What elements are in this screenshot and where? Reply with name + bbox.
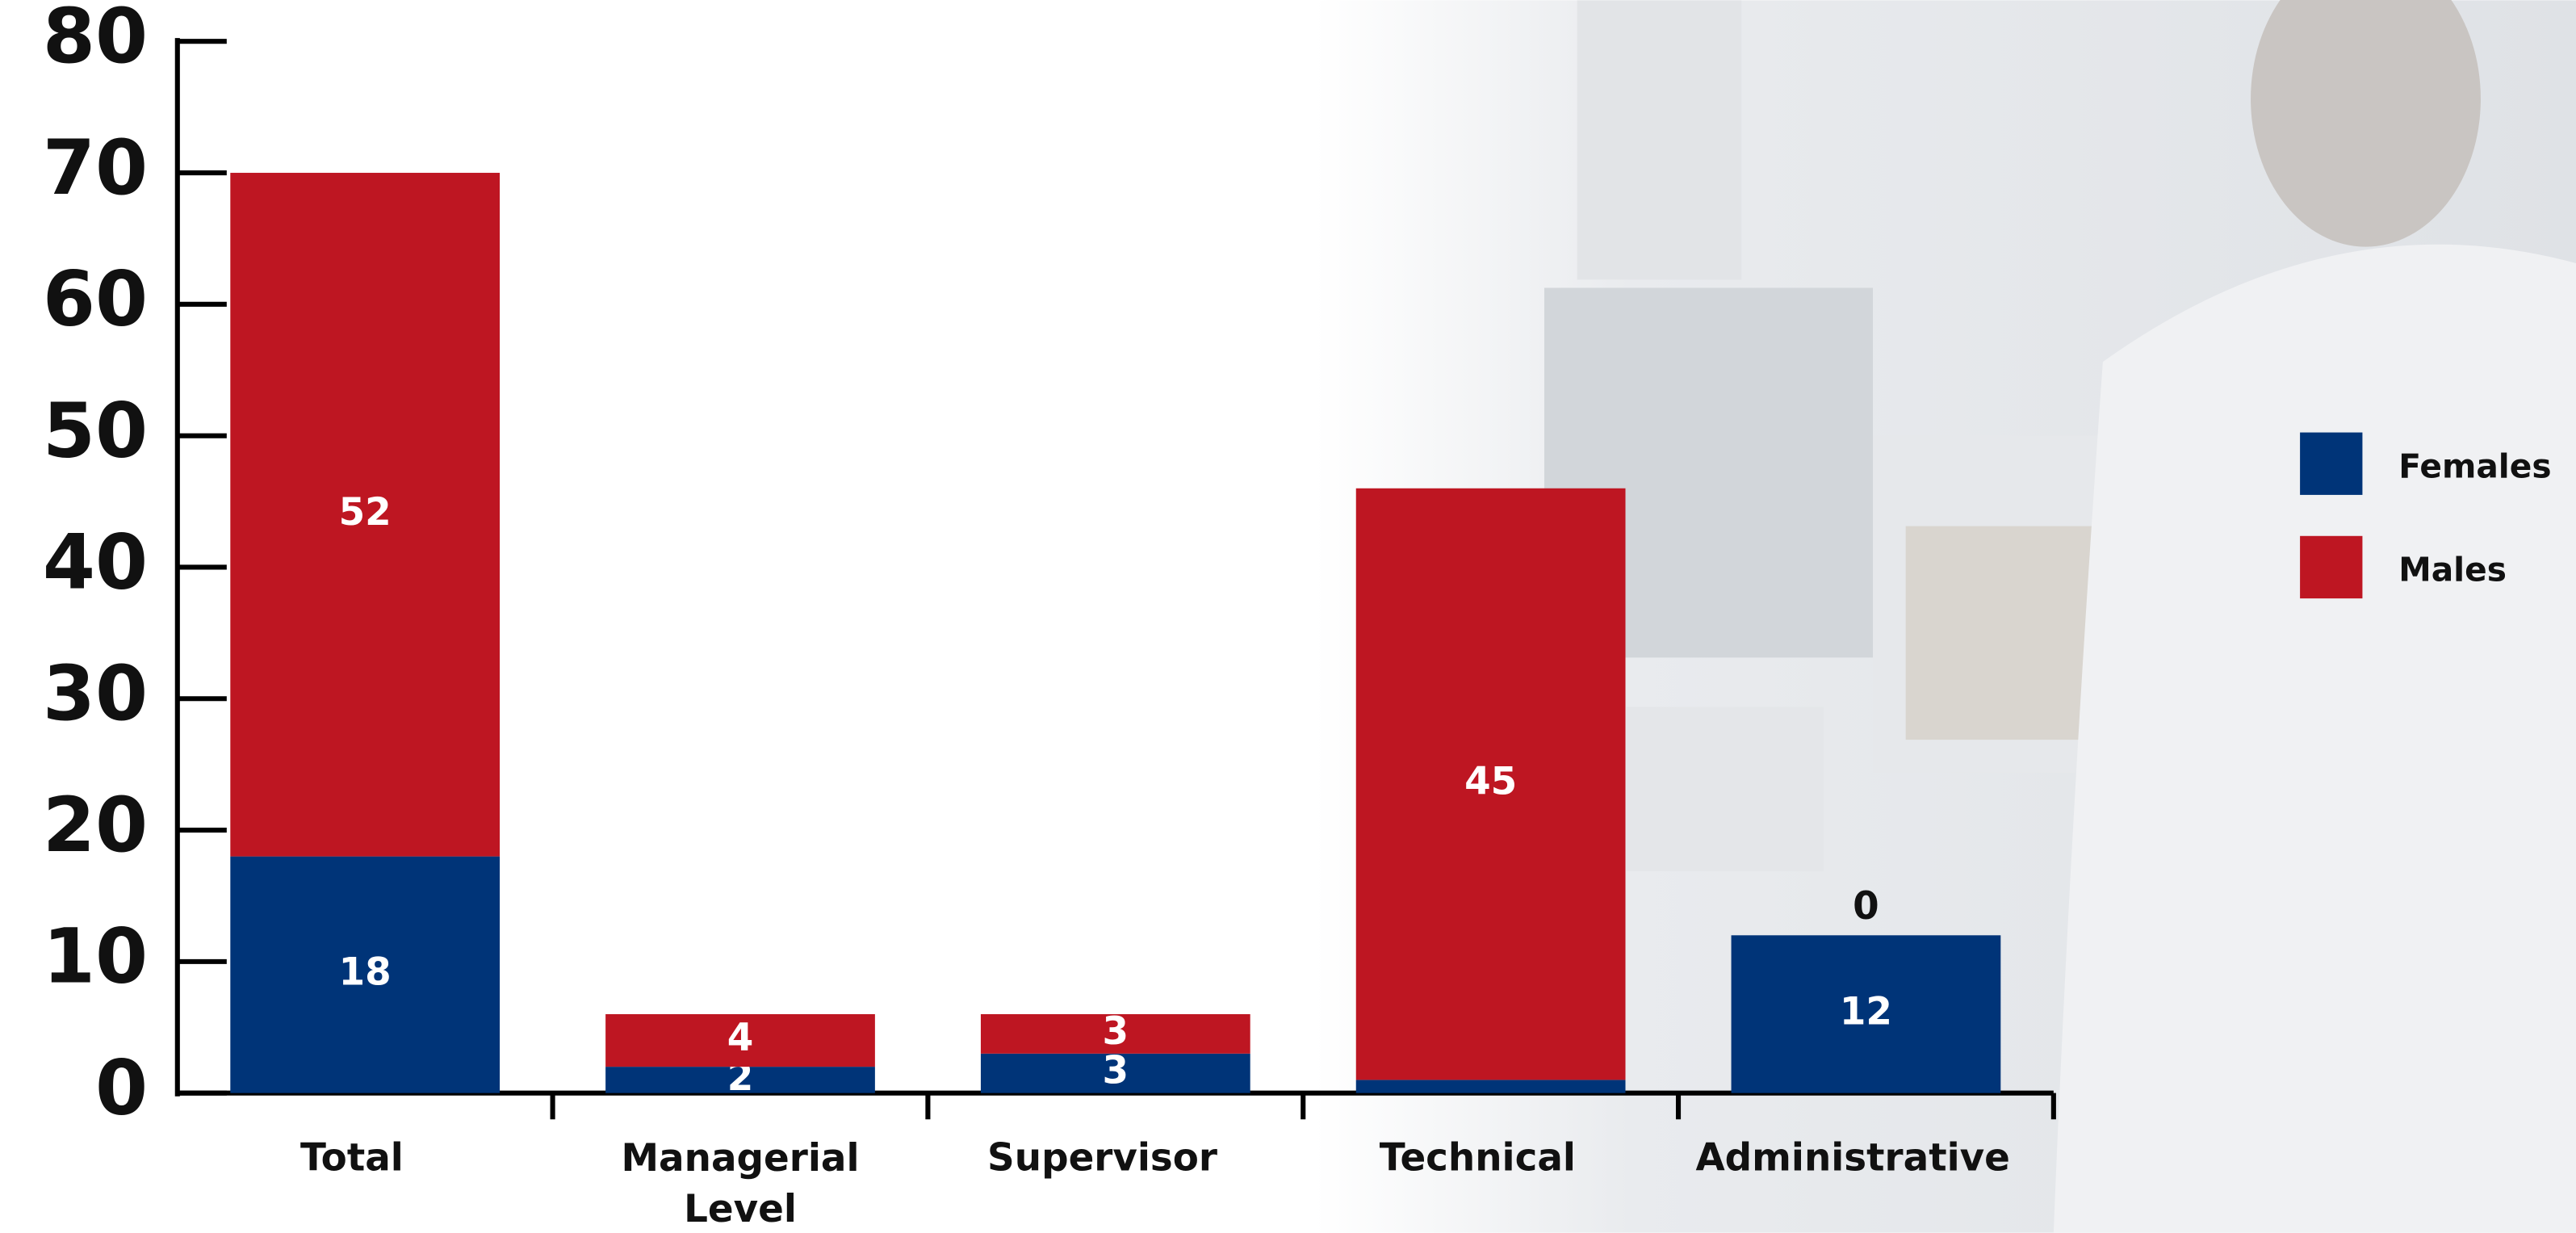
y-tick-label: 0 [95,1045,148,1133]
value-label: 0 [1853,885,1879,929]
bar-segment [980,1053,1250,1093]
value-label: 45 [1464,761,1517,804]
value-label: 18 [339,951,392,995]
legend-label: Males [2398,551,2507,589]
x-tick-label: Managerial Level [621,1137,859,1231]
value-label: 3 [1103,1010,1129,1054]
bar-segment [1355,1080,1626,1093]
legend-label: Females [2398,447,2551,485]
x-tick-label: Total [300,1137,404,1181]
value-label: 4 [727,1017,754,1060]
value-label: 3 [1103,1050,1129,1093]
bar-segment [605,1067,875,1093]
y-tick-label: 30 [43,650,148,738]
y-tick-label: 20 [43,782,148,870]
bar-segment [605,1013,875,1067]
y-tick-label: 50 [43,388,148,476]
bar-segment [230,173,501,857]
bar-segment [1355,488,1626,1080]
y-tick-label: 80 [43,0,148,81]
y-tick-label: 60 [43,256,148,344]
y-tick-label: 10 [43,913,148,1001]
x-tick-label: Technical [1380,1137,1576,1181]
bar-segment [1731,935,2001,1093]
value-label: 12 [1840,990,1892,1034]
bar-segment [230,856,501,1093]
x-tick-label: Administrative [1695,1137,2009,1181]
legend-swatch [2300,535,2363,599]
y-tick-label: 40 [43,518,148,606]
y-tick-label: 70 [43,124,148,212]
x-tick-label: Supervisor [987,1137,1217,1181]
legend-swatch [2300,432,2363,495]
value-label: 52 [339,491,392,535]
bar-segment [980,1013,1250,1054]
